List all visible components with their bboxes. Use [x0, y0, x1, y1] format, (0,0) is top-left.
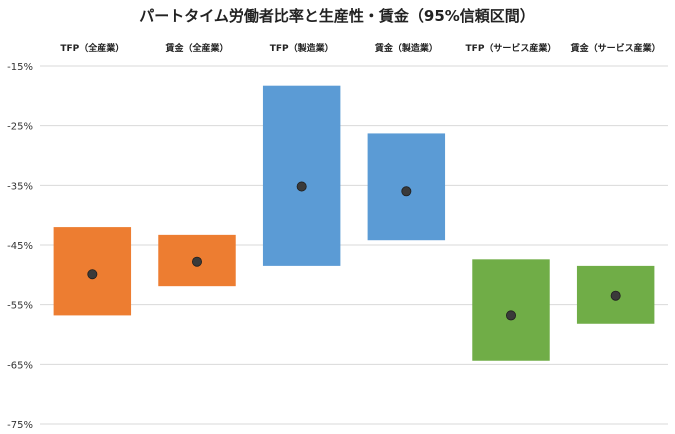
point-markers	[87, 181, 621, 321]
y-tick-label: -55%	[7, 301, 33, 312]
point-marker	[191, 256, 202, 267]
y-tick-label: -35%	[7, 181, 33, 192]
point-marker	[505, 310, 516, 321]
range-bar	[472, 259, 550, 361]
category-label: 賃金（製造業）	[374, 42, 438, 54]
chart-title: パートタイム労働者比率と生産性・賃金（95%信頼区間）	[139, 7, 535, 25]
category-label: TFP（全産業）	[60, 42, 124, 54]
y-tick-label: -65%	[7, 360, 33, 371]
point-marker	[87, 269, 98, 280]
grid-layer: -15% -25% -35% -45% -55% -65% -75%	[7, 62, 668, 431]
y-tick-label: -45%	[7, 241, 33, 252]
point-marker	[401, 186, 412, 197]
y-tick-label: -75%	[7, 420, 33, 431]
point-marker	[610, 290, 621, 301]
range-bars	[53, 85, 655, 361]
y-tick-label: -25%	[7, 122, 33, 133]
category-labels: TFP（全産業） 賃金（全産業） TFP（製造業） 賃金（製造業） TFP（サービス産業…	[60, 42, 660, 54]
y-tick-label: -15%	[7, 62, 33, 73]
category-label: TFP（製造業）	[270, 42, 334, 54]
point-marker	[296, 181, 307, 192]
category-label: TFP（サービス産業）	[466, 42, 557, 54]
range-bar	[262, 85, 341, 266]
category-label: 賃金（全産業）	[164, 42, 228, 54]
category-label: 賃金（サービス産業）	[570, 42, 661, 54]
